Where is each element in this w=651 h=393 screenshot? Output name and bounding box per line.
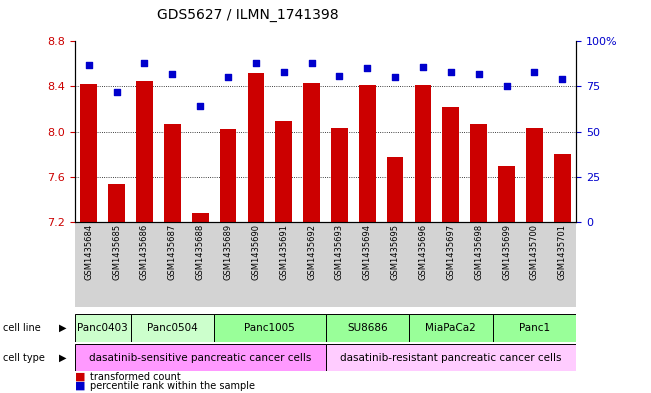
- Text: GSM1435691: GSM1435691: [279, 224, 288, 280]
- Text: GSM1435698: GSM1435698: [474, 224, 483, 280]
- Text: GSM1435688: GSM1435688: [196, 224, 204, 280]
- Text: GSM1435697: GSM1435697: [447, 224, 455, 280]
- Text: Panc1: Panc1: [519, 323, 550, 333]
- Text: transformed count: transformed count: [90, 372, 180, 382]
- Text: ▶: ▶: [59, 353, 67, 363]
- Point: [251, 60, 261, 66]
- Text: GSM1435694: GSM1435694: [363, 224, 372, 280]
- Bar: [81, 84, 97, 222]
- Point: [418, 63, 428, 70]
- Point: [362, 65, 372, 72]
- Text: GSM1435685: GSM1435685: [112, 224, 121, 280]
- Bar: [387, 156, 404, 222]
- Bar: [136, 81, 153, 222]
- Bar: [493, 314, 576, 342]
- Bar: [526, 128, 543, 222]
- Text: MiaPaCa2: MiaPaCa2: [426, 323, 476, 333]
- Point: [445, 69, 456, 75]
- Point: [334, 72, 344, 79]
- Text: GSM1435687: GSM1435687: [168, 224, 177, 280]
- Text: GSM1435693: GSM1435693: [335, 224, 344, 280]
- Text: ■: ■: [75, 381, 85, 391]
- Point: [473, 71, 484, 77]
- Point: [307, 60, 317, 66]
- Text: Panc1005: Panc1005: [244, 323, 295, 333]
- Text: GSM1435701: GSM1435701: [558, 224, 567, 280]
- Bar: [498, 165, 515, 222]
- Point: [195, 103, 206, 110]
- Bar: [192, 213, 208, 222]
- Point: [223, 74, 233, 81]
- Text: dasatinib-sensitive pancreatic cancer cells: dasatinib-sensitive pancreatic cancer ce…: [89, 353, 311, 363]
- Text: GSM1435689: GSM1435689: [223, 224, 232, 280]
- Bar: [409, 314, 493, 342]
- Text: Panc0504: Panc0504: [147, 323, 198, 333]
- Text: GSM1435696: GSM1435696: [419, 224, 428, 280]
- Point: [557, 76, 568, 83]
- Text: GSM1435699: GSM1435699: [502, 224, 511, 280]
- Text: percentile rank within the sample: percentile rank within the sample: [90, 381, 255, 391]
- Point: [501, 83, 512, 90]
- Point: [390, 74, 400, 81]
- Bar: [275, 121, 292, 222]
- Bar: [443, 107, 459, 222]
- Text: GSM1435700: GSM1435700: [530, 224, 539, 280]
- Text: cell type: cell type: [3, 353, 45, 363]
- Bar: [326, 344, 576, 371]
- Bar: [247, 73, 264, 222]
- Bar: [75, 314, 131, 342]
- Bar: [331, 128, 348, 222]
- Bar: [219, 129, 236, 222]
- Bar: [470, 124, 487, 222]
- Point: [167, 71, 178, 77]
- Bar: [75, 344, 326, 371]
- Text: dasatinib-resistant pancreatic cancer cells: dasatinib-resistant pancreatic cancer ce…: [340, 353, 562, 363]
- Bar: [214, 314, 326, 342]
- Bar: [131, 314, 214, 342]
- Point: [279, 69, 289, 75]
- Bar: [359, 85, 376, 222]
- Bar: [415, 85, 432, 222]
- Bar: [303, 83, 320, 222]
- Text: GSM1435692: GSM1435692: [307, 224, 316, 280]
- Text: GDS5627 / ILMN_1741398: GDS5627 / ILMN_1741398: [157, 8, 338, 22]
- Text: GSM1435684: GSM1435684: [84, 224, 93, 280]
- Point: [529, 69, 540, 75]
- Point: [83, 62, 94, 68]
- Bar: [554, 154, 570, 222]
- Text: ▶: ▶: [59, 323, 67, 333]
- Text: GSM1435686: GSM1435686: [140, 224, 149, 280]
- Point: [139, 60, 150, 66]
- Text: cell line: cell line: [3, 323, 41, 333]
- Bar: [326, 314, 409, 342]
- Point: [111, 89, 122, 95]
- Bar: [108, 184, 125, 222]
- Text: GSM1435690: GSM1435690: [251, 224, 260, 280]
- Text: Panc0403: Panc0403: [77, 323, 128, 333]
- Text: ■: ■: [75, 372, 85, 382]
- Bar: [164, 124, 181, 222]
- Text: SU8686: SU8686: [347, 323, 387, 333]
- Text: GSM1435695: GSM1435695: [391, 224, 400, 280]
